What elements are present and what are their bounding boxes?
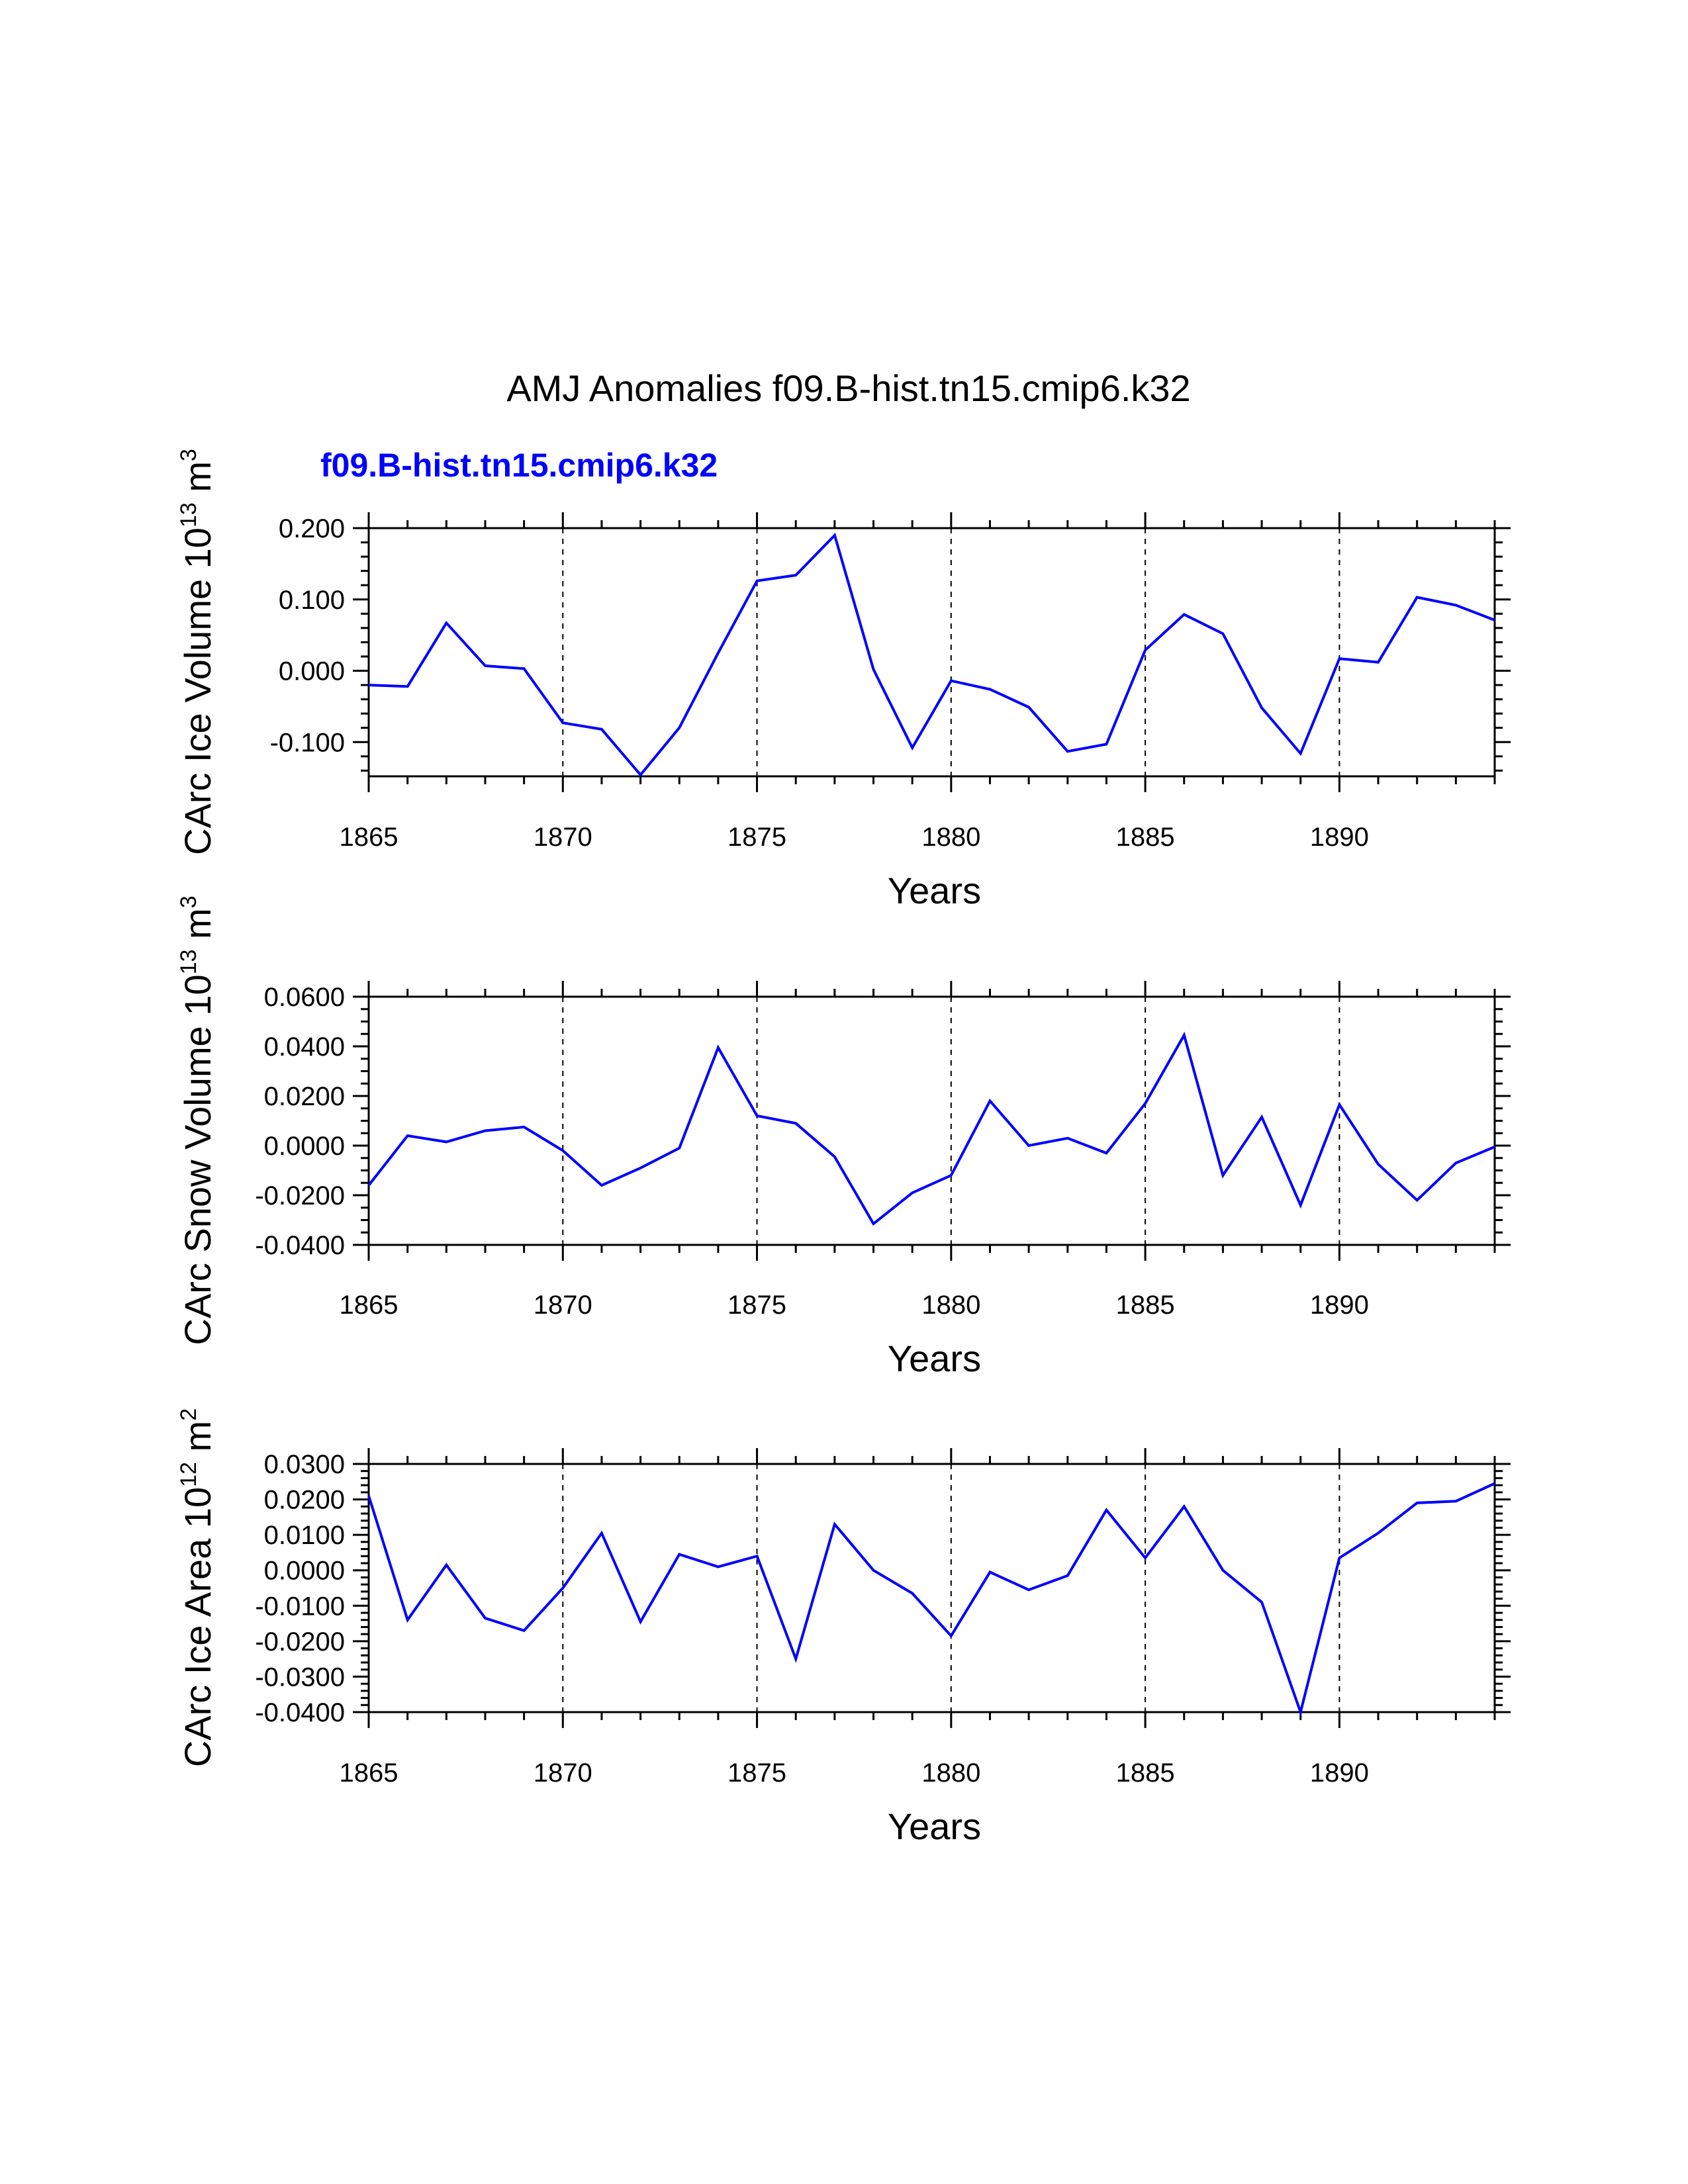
- data-point: [1378, 1163, 1379, 1165]
- series-line: [367, 1482, 1495, 1717]
- data-point: [1300, 1205, 1301, 1206]
- data-point: [1145, 1103, 1146, 1104]
- figure-title: AMJ Anomalies f09.B-hist.tn15.cmip6.k32: [506, 367, 1190, 409]
- data-point: [1145, 1557, 1146, 1559]
- data-point: [601, 1185, 602, 1186]
- x-tick-label: 1875: [727, 1758, 786, 1788]
- x-tick-label: 1870: [534, 823, 592, 852]
- x-axis-title: Years: [888, 1338, 981, 1379]
- y-tick-label: 0.0000: [264, 1557, 345, 1586]
- data-point: [834, 1524, 835, 1525]
- data-point: [679, 1554, 680, 1555]
- plot-frame: [367, 995, 1496, 1246]
- data-point: [407, 686, 408, 687]
- data-point: [1300, 1711, 1301, 1713]
- x-tick-label: 1890: [1310, 823, 1369, 852]
- plot-frame: [367, 1463, 1496, 1713]
- x-axis-title: Years: [888, 1805, 981, 1847]
- series-line: [367, 1031, 1495, 1226]
- data-point: [1145, 649, 1146, 651]
- data-point: [1067, 1575, 1068, 1576]
- data-point: [912, 747, 913, 749]
- y-tick-label: 0.0200: [264, 1486, 345, 1515]
- data-point: [407, 1619, 408, 1621]
- y-tick-label: 0.0600: [264, 983, 345, 1012]
- y-tick-label: 0.100: [279, 586, 345, 615]
- x-tick-label: 1865: [340, 1291, 399, 1320]
- case-label: f09.B-hist.tn15.cmip6.k32: [320, 447, 718, 484]
- data-point: [679, 727, 680, 729]
- y-tick-label: -0.0200: [255, 1181, 345, 1210]
- data-point: [640, 1621, 641, 1622]
- panel-1: 1865 1870 1875 1880 1885 1890 -0.100 0.000 0.100…: [176, 449, 1511, 911]
- data-point: [873, 668, 874, 670]
- y-tick-label: 0.200: [279, 514, 345, 543]
- x-tick-label: 1885: [1116, 1291, 1175, 1320]
- x-tick-label: 1875: [727, 823, 786, 852]
- y-tick-label: 0.000: [279, 657, 345, 686]
- data-point: [640, 1167, 641, 1169]
- x-tick-label: 1880: [921, 823, 980, 852]
- x-tick-label: 1885: [1116, 823, 1175, 852]
- data-point: [1105, 744, 1107, 745]
- plot-frame: [367, 527, 1496, 778]
- y-tick-label: -0.0400: [255, 1698, 345, 1727]
- x-tick-label: 1890: [1310, 1758, 1369, 1788]
- y-axis-title: CArc Ice Area 1012 m2: [176, 1408, 218, 1767]
- x-tick-label: 1875: [727, 1291, 786, 1320]
- x-tick-label: 1890: [1310, 1291, 1369, 1320]
- data-point: [1067, 751, 1068, 752]
- panel-3: 1865 1870 1875 1880 1885 1890 -0.0400 -0.0300 -0…: [176, 1408, 1511, 1847]
- y-axis-title: CArc Snow Volume 1013 m3: [176, 895, 218, 1345]
- y-tick-label: -0.0400: [255, 1231, 345, 1260]
- x-tick-label: 1870: [534, 1758, 592, 1788]
- x-tick-label: 1880: [921, 1758, 980, 1788]
- y-tick-label: 0.0200: [264, 1082, 345, 1111]
- y-tick-label: -0.0200: [255, 1627, 345, 1657]
- y-tick-label: 0.0400: [264, 1032, 345, 1062]
- x-axis-title: Years: [888, 870, 981, 911]
- y-axis-title: CArc Ice Volume 1013 m3: [176, 449, 218, 855]
- data-point: [1105, 1152, 1107, 1154]
- y-tick-label: -0.0100: [255, 1592, 345, 1621]
- data-point: [1300, 753, 1301, 754]
- x-tick-label: 1885: [1116, 1758, 1175, 1788]
- series-line: [368, 532, 1495, 777]
- x-tick-label: 1865: [340, 823, 399, 852]
- data-point: [834, 1156, 835, 1158]
- y-tick-label: -0.100: [270, 728, 345, 757]
- data-point: [1338, 1557, 1340, 1559]
- x-tick-label: 1870: [534, 1291, 592, 1320]
- panels: 1865 1870 1875 1880 1885 1890 -0.100 0.000 0.100…: [176, 449, 1511, 1847]
- data-point: [640, 774, 641, 776]
- x-tick-label: 1865: [340, 1758, 399, 1788]
- y-tick-label: -0.0300: [255, 1662, 345, 1692]
- x-tick-label: 1880: [921, 1291, 980, 1320]
- panel-2: 1865 1870 1875 1880 1885 1890 -0.0400 -0.0200 0.…: [176, 895, 1511, 1379]
- data-point: [912, 1593, 913, 1594]
- y-tick-label: 0.0000: [264, 1132, 345, 1161]
- y-tick-label: 0.0100: [264, 1521, 345, 1550]
- y-tick-label: 0.0300: [264, 1450, 345, 1479]
